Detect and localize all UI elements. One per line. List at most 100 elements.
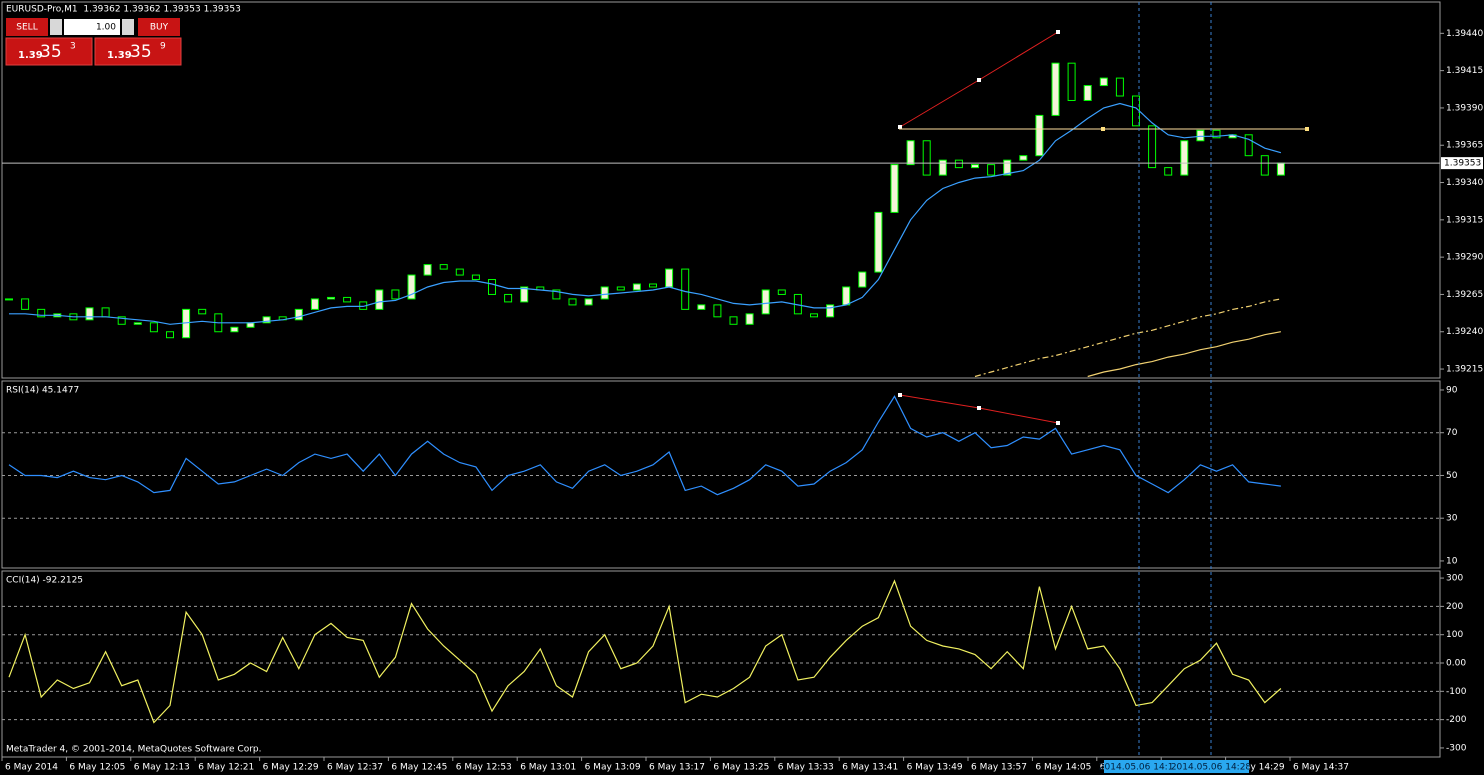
candle <box>246 322 255 328</box>
y-tick-label: 100 <box>1446 630 1463 640</box>
x-tick-label: 6 May 13:25 <box>713 763 769 773</box>
cursor-label: 2014.05.06 14:28 <box>1171 763 1252 773</box>
moving-average <box>1087 331 1282 378</box>
candle <box>375 289 384 310</box>
candle <box>198 308 207 315</box>
x-tick-label: 6 May 12:29 <box>263 763 319 773</box>
handle <box>1056 30 1060 34</box>
sell-label: SELL <box>16 23 37 33</box>
candle <box>713 304 722 318</box>
candle <box>166 331 174 339</box>
buy-price-big: 1.39 <box>107 50 132 61</box>
lot-input[interactable] <box>64 19 120 35</box>
y-tick-label: 1.39440 <box>1446 29 1483 39</box>
bid-box <box>1441 157 1483 170</box>
y-tick-label: 1.39340 <box>1446 178 1483 188</box>
x-tick-label: 6 May 12:37 <box>327 763 383 773</box>
candle <box>616 286 625 291</box>
y-tick-label: 1.39265 <box>1446 290 1483 300</box>
handle <box>1305 127 1309 131</box>
candle <box>1196 129 1205 142</box>
y-tick-label: 1.39215 <box>1446 365 1483 375</box>
candle <box>1164 167 1173 176</box>
buy-price-pips: 35 <box>130 42 152 62</box>
candle <box>423 264 432 276</box>
candle <box>439 264 448 270</box>
y-tick-label: 30 <box>1446 514 1458 524</box>
rsi-title: RSI(14) 45.1477 <box>6 386 79 396</box>
candle <box>922 140 931 176</box>
moving-average <box>9 102 1282 325</box>
candle <box>600 286 609 300</box>
candle <box>777 289 786 295</box>
candle <box>85 307 94 321</box>
handle <box>1056 421 1060 425</box>
candle <box>906 140 915 166</box>
candle <box>584 298 593 306</box>
lot-up[interactable] <box>122 19 134 35</box>
buy-label: BUY <box>150 23 169 33</box>
candle <box>471 274 480 281</box>
y-tick-label: 70 <box>1446 428 1458 438</box>
candle <box>294 308 303 321</box>
y-tick-label: 0.00 <box>1446 659 1466 669</box>
price-title: EURUSD-Pro,M1 1.39362 1.39362 1.39353 1.… <box>6 5 241 15</box>
x-tick-label: 6 May 13:17 <box>649 763 705 773</box>
candle <box>230 326 239 333</box>
candle <box>810 313 818 318</box>
buy-price-box[interactable] <box>94 37 182 66</box>
lot-down[interactable] <box>50 19 62 35</box>
candle <box>745 313 754 325</box>
copyright: MetaTrader 4, © 2001-2014, MetaQuotes So… <box>6 745 262 755</box>
candle <box>1083 85 1092 101</box>
x-tick-label: 6 May 13:49 <box>907 763 963 773</box>
candle <box>133 322 142 325</box>
cursor-box <box>1173 760 1249 773</box>
sell-price-big: 1.39 <box>18 50 43 61</box>
x-tick-label: 6 May 12:53 <box>456 763 512 773</box>
cursor-label: 2014.05.06 14:11 <box>1099 763 1179 773</box>
candle <box>826 304 835 318</box>
sell-price-point: 3 <box>70 42 76 52</box>
candle <box>488 279 496 295</box>
handle <box>898 393 902 397</box>
candle <box>1019 155 1028 161</box>
x-tick-label: 6 May 12:45 <box>391 763 447 773</box>
candle <box>21 298 30 310</box>
candle <box>391 289 400 300</box>
bid-label: 1.39353 <box>1444 159 1481 169</box>
x-tick-label: 6 May 12:21 <box>198 763 254 773</box>
sell-button[interactable] <box>6 18 48 36</box>
y-tick-label: -300 <box>1446 743 1467 753</box>
sell-price-box[interactable] <box>5 37 93 66</box>
candle <box>117 316 126 325</box>
candle <box>1051 62 1060 116</box>
candle <box>149 322 158 333</box>
candle <box>1067 62 1076 101</box>
moving-average <box>974 298 1282 378</box>
candle <box>1003 159 1012 176</box>
x-tick-label: 6 May 14:37 <box>1293 763 1349 773</box>
indicator-line <box>8 395 1281 496</box>
candle <box>1148 125 1157 169</box>
candle <box>987 164 996 176</box>
y-tick-label: 200 <box>1446 602 1463 612</box>
candle <box>1099 77 1108 87</box>
x-tick-label: 6 May 12:13 <box>134 763 190 773</box>
buy-price-point: 9 <box>160 42 166 52</box>
candle <box>1035 114 1044 157</box>
price-panel <box>1 1 1441 379</box>
buy-button[interactable] <box>138 18 180 36</box>
candle <box>858 271 867 288</box>
x-tick-label: 6 May 14:05 <box>1035 763 1091 773</box>
candle <box>632 283 641 291</box>
x-tick-label: 6 May 13:57 <box>971 763 1027 773</box>
y-tick-label: 90 <box>1446 385 1458 395</box>
candle <box>455 268 464 276</box>
candle <box>1276 162 1285 176</box>
candle <box>681 268 690 310</box>
candle <box>5 298 13 301</box>
